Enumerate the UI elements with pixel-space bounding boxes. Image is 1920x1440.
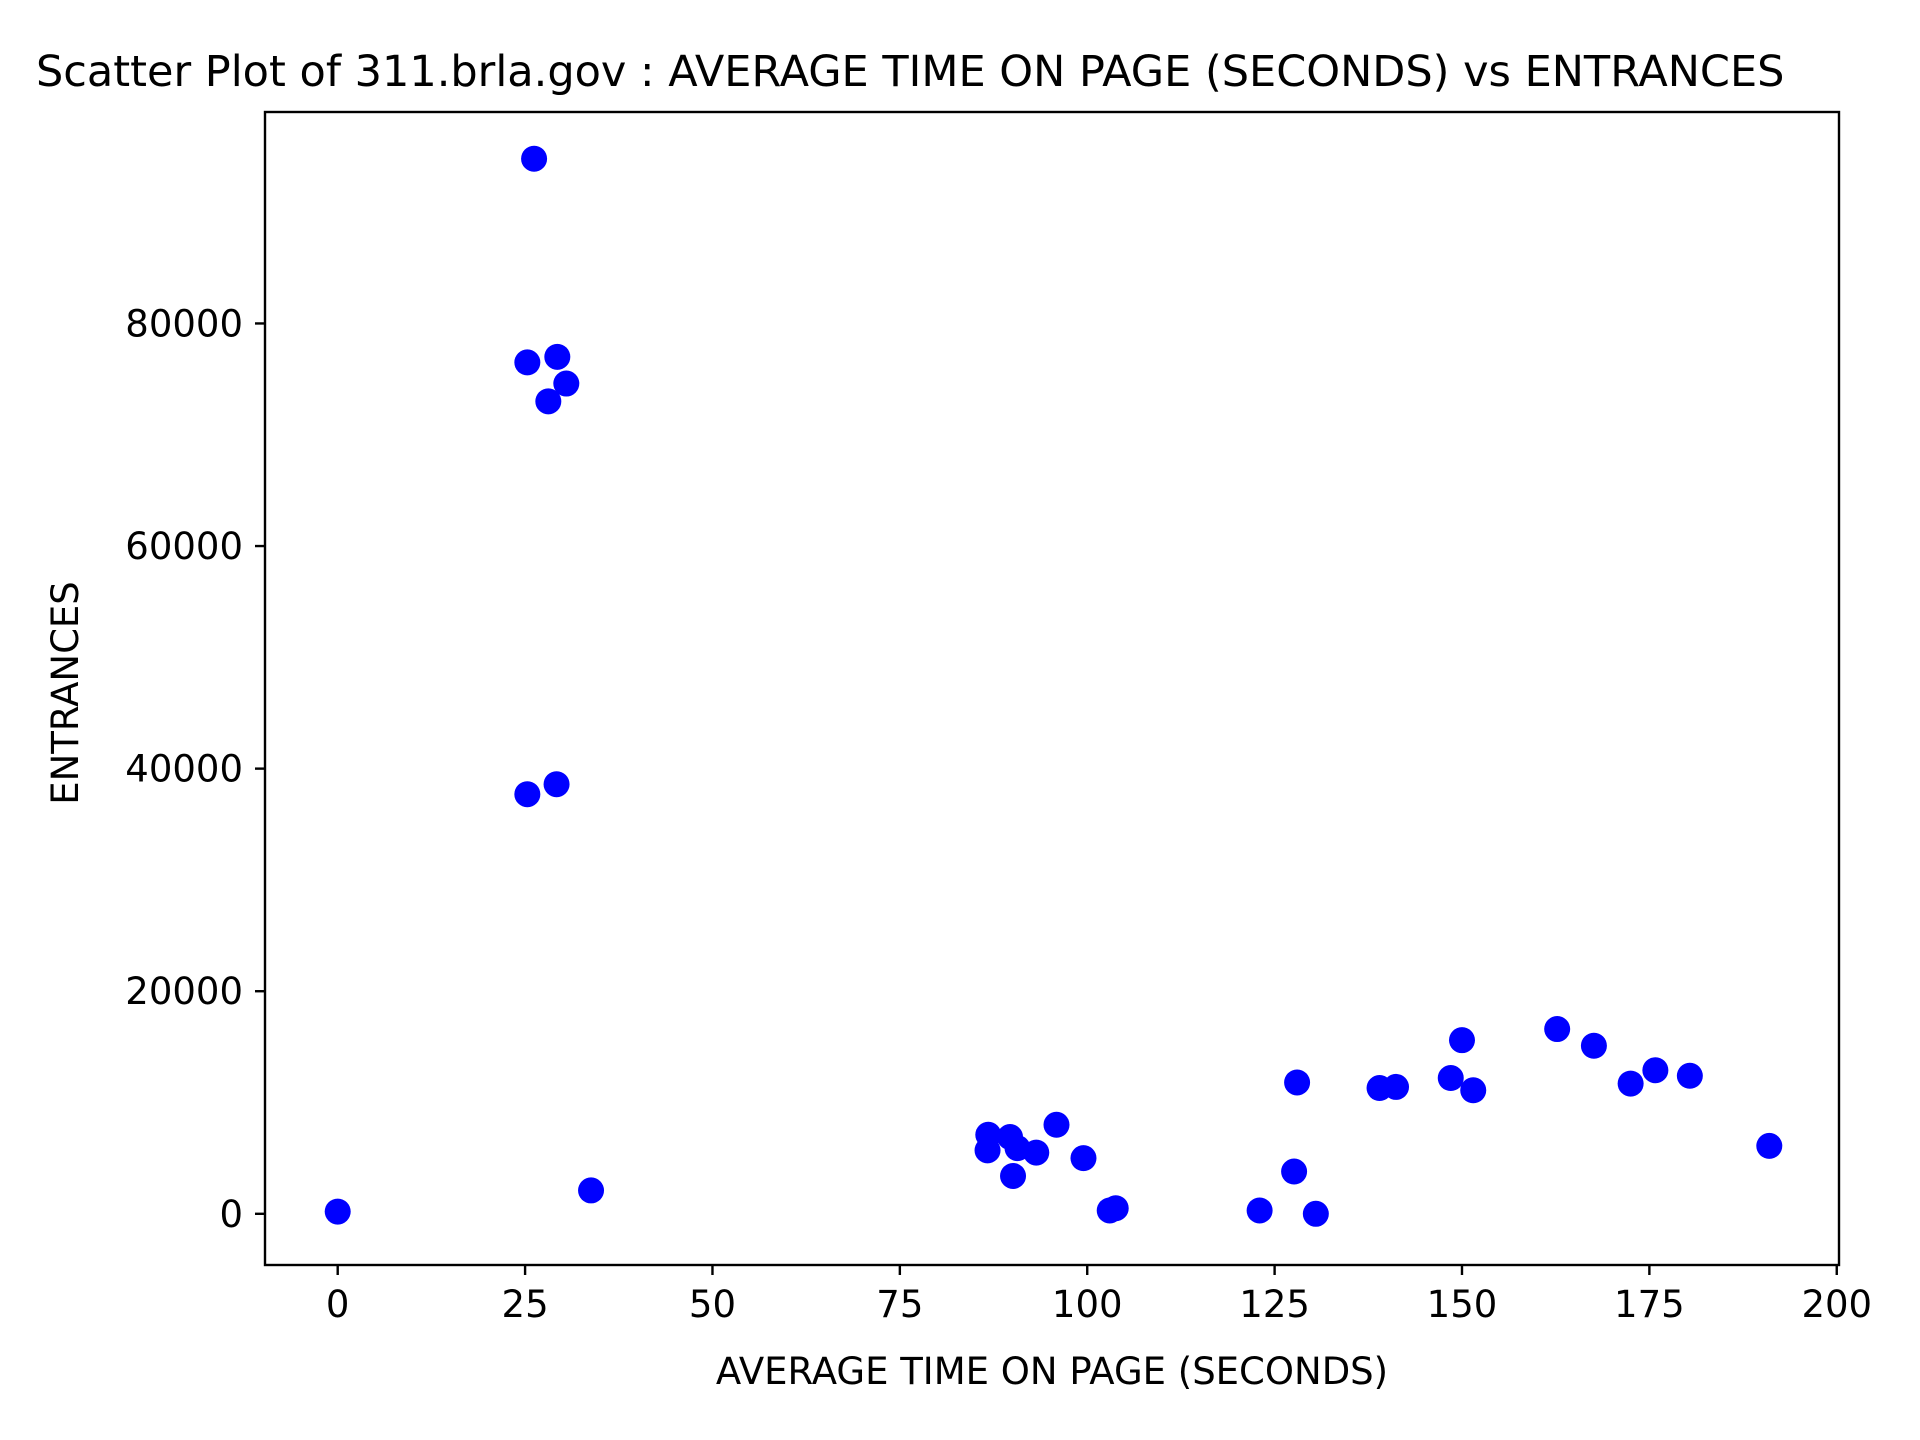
scatter-point bbox=[975, 1121, 1002, 1148]
x-tick-label: 100 bbox=[1052, 1283, 1123, 1326]
x-axis-label: AVERAGE TIME ON PAGE (SECONDS) bbox=[716, 1350, 1388, 1393]
scatter-point bbox=[535, 388, 562, 415]
scatter-point bbox=[1642, 1057, 1669, 1084]
scatter-point bbox=[578, 1177, 605, 1204]
scatter-point bbox=[1302, 1200, 1329, 1227]
scatter-point bbox=[1676, 1062, 1703, 1089]
scatter-point bbox=[1460, 1077, 1487, 1104]
scatter-point bbox=[324, 1198, 351, 1225]
scatter-point bbox=[1383, 1073, 1410, 1100]
scatter-point bbox=[514, 781, 541, 808]
scatter-point bbox=[553, 370, 580, 397]
y-axis-label: ENTRANCES bbox=[44, 581, 87, 805]
scatter-point bbox=[1437, 1065, 1464, 1092]
x-tick-label: 25 bbox=[502, 1283, 549, 1326]
x-axis: 0 25 50 75 100 125 150 175 200 bbox=[326, 1265, 1872, 1326]
scatter-point bbox=[521, 145, 548, 172]
scatter-point bbox=[544, 343, 571, 370]
scatter-point bbox=[1544, 1016, 1571, 1043]
scatter-point bbox=[1448, 1027, 1475, 1054]
scatter-point bbox=[1043, 1111, 1070, 1138]
x-tick-label: 75 bbox=[876, 1283, 923, 1326]
scatter-point bbox=[1102, 1195, 1129, 1222]
scatter-point bbox=[1023, 1139, 1050, 1166]
x-tick-label: 125 bbox=[1239, 1283, 1310, 1326]
y-tick-label: 40000 bbox=[125, 748, 243, 791]
scatter-point bbox=[1070, 1145, 1097, 1172]
x-tick-label: 50 bbox=[689, 1283, 736, 1326]
chart-title: Scatter Plot of 311.brla.gov : AVERAGE T… bbox=[36, 47, 1784, 97]
y-tick-label: 80000 bbox=[125, 302, 243, 345]
scatter-point bbox=[1580, 1032, 1607, 1059]
scatter-point bbox=[1617, 1070, 1644, 1097]
scatter-point bbox=[1284, 1069, 1311, 1096]
scatter-point bbox=[1246, 1197, 1273, 1224]
x-tick-label: 200 bbox=[1801, 1283, 1872, 1326]
scatter-point bbox=[514, 349, 541, 376]
scatter-point bbox=[1281, 1158, 1308, 1185]
y-tick-label: 20000 bbox=[125, 970, 243, 1013]
y-tick-label: 0 bbox=[219, 1193, 243, 1236]
scatter-points bbox=[324, 145, 1783, 1227]
plot-frame bbox=[263, 110, 1841, 1267]
scatter-point bbox=[1000, 1162, 1027, 1189]
y-tick-label: 60000 bbox=[125, 525, 243, 568]
x-tick-label: 0 bbox=[326, 1283, 350, 1326]
x-tick-label: 150 bbox=[1427, 1283, 1498, 1326]
y-axis: 0 20000 40000 60000 80000 bbox=[125, 302, 265, 1236]
scatter-point bbox=[1756, 1132, 1783, 1159]
x-tick-label: 175 bbox=[1614, 1283, 1685, 1326]
scatter-point bbox=[543, 771, 570, 798]
